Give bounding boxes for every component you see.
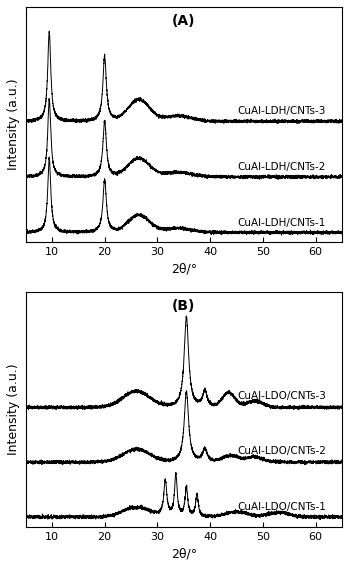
Y-axis label: Intensity (a.u.): Intensity (a.u.): [7, 363, 20, 455]
Text: CuAl-LDH/CNTs-1: CuAl-LDH/CNTs-1: [238, 218, 326, 227]
Text: CuAl-LDH/CNTs-2: CuAl-LDH/CNTs-2: [238, 162, 326, 172]
X-axis label: 2θ/°: 2θ/°: [171, 547, 197, 560]
Text: (A): (A): [172, 14, 195, 28]
Text: CuAl-LDO/CNTs-2: CuAl-LDO/CNTs-2: [237, 446, 326, 456]
X-axis label: 2θ/°: 2θ/°: [171, 262, 197, 275]
Text: CuAl-LDO/CNTs-3: CuAl-LDO/CNTs-3: [237, 391, 326, 401]
Text: (B): (B): [172, 299, 195, 313]
Text: CuAl-LDO/CNTs-1: CuAl-LDO/CNTs-1: [237, 502, 326, 511]
Y-axis label: Intensity (a.u.): Intensity (a.u.): [7, 79, 20, 170]
Text: CuAl-LDH/CNTs-3: CuAl-LDH/CNTs-3: [238, 107, 326, 116]
